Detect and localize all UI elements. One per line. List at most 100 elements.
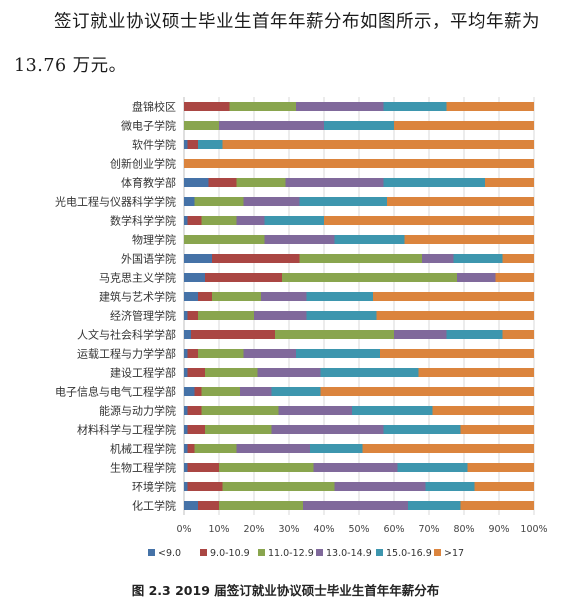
bar-segment	[184, 482, 188, 491]
legend-label: 15.0-16.9	[386, 548, 432, 559]
bar-segment	[285, 178, 384, 187]
chart-bars	[184, 102, 534, 510]
bar-segment	[198, 311, 254, 320]
bar-segment	[187, 406, 202, 415]
bar-segment	[271, 425, 384, 434]
category-label: 物理学院	[132, 233, 176, 247]
bar-segment	[362, 444, 534, 453]
legend-label: 9.0-10.9	[210, 548, 250, 559]
bar-segment	[383, 102, 447, 111]
category-label: 微电子学院	[121, 119, 176, 133]
category-label: 软件学院	[132, 138, 176, 152]
bar-segment	[201, 387, 240, 396]
bar-segment	[184, 102, 230, 111]
bar-segment	[184, 406, 188, 415]
legend-label: <9.0	[158, 548, 181, 559]
bar-segment	[184, 501, 198, 510]
bar-segment	[296, 349, 380, 358]
bar-segment	[184, 235, 265, 244]
bar-segment	[502, 330, 534, 339]
bar-segment	[184, 368, 188, 377]
bar-segment	[194, 387, 202, 396]
category-label: 建设工程学部	[110, 366, 176, 380]
bar-segment	[184, 121, 219, 130]
bar-segment	[453, 254, 503, 263]
bar-segment	[191, 330, 275, 339]
bar-segment	[299, 254, 422, 263]
bar-segment	[205, 368, 258, 377]
bar-segment	[261, 292, 307, 301]
bar-segment	[299, 197, 387, 206]
bar-segment	[184, 178, 209, 187]
bar-segment	[184, 292, 198, 301]
bar-segment	[383, 425, 461, 434]
bar-segment	[236, 216, 265, 225]
category-label: 环境学院	[132, 480, 176, 494]
bar-segment	[219, 501, 303, 510]
bar-segment	[184, 197, 195, 206]
bar-segment	[187, 368, 205, 377]
bar-segment	[296, 102, 384, 111]
legend-swatch	[434, 549, 441, 556]
category-label: 生物工程学院	[110, 461, 176, 475]
bar-segment	[387, 197, 534, 206]
legend-swatch	[376, 549, 383, 556]
bar-segment	[485, 178, 534, 187]
bar-segment	[324, 121, 394, 130]
x-tick-label: 20%	[243, 524, 264, 535]
bar-segment	[187, 349, 198, 358]
bar-segment	[198, 501, 219, 510]
bar-segment	[352, 406, 433, 415]
bar-segment	[264, 235, 335, 244]
x-tick-label: 90%	[488, 524, 509, 535]
x-tick-label: 30%	[278, 524, 299, 535]
bar-segment	[184, 425, 188, 434]
category-label: 材料科学与工程学院	[77, 423, 176, 437]
bar-segment	[303, 501, 408, 510]
category-label: 外国语学院	[121, 252, 176, 266]
bar-segment	[184, 330, 191, 339]
bar-segment	[184, 140, 188, 149]
bar-segment	[194, 197, 244, 206]
x-tick-label: 0%	[176, 524, 191, 535]
legend-swatch	[148, 549, 155, 556]
category-label: 人文与社会科学学部	[77, 328, 176, 342]
x-tick-label: 50%	[348, 524, 369, 535]
bar-segment	[184, 463, 188, 472]
bar-segment	[187, 311, 198, 320]
bar-segment	[310, 444, 363, 453]
summary-line-2: 13.76 万元。	[14, 56, 127, 76]
bar-segment	[432, 406, 534, 415]
category-label: 经济管理学院	[110, 309, 176, 323]
bar-segment	[320, 387, 534, 396]
category-label: 马克思主义学院	[99, 271, 176, 285]
bar-segment	[205, 273, 282, 282]
bar-segment	[184, 159, 534, 168]
bar-segment	[201, 216, 237, 225]
legend-swatch	[200, 549, 207, 556]
bar-segment	[222, 140, 534, 149]
x-tick-label: 100%	[520, 524, 547, 535]
category-label: 盘锦校区	[132, 100, 176, 114]
bar-segment	[446, 330, 503, 339]
category-label: 机械工程学院	[110, 442, 176, 456]
bar-segment	[184, 254, 212, 263]
bar-segment	[383, 178, 485, 187]
bar-segment	[184, 273, 205, 282]
bar-segment	[418, 368, 534, 377]
bar-segment	[376, 311, 534, 320]
figure-caption: 图 2.3 2019 届签订就业协议硕士毕业生首年年薪分布	[131, 583, 440, 598]
category-label: 运载工程与力学学部	[77, 347, 176, 361]
bar-segment	[467, 463, 534, 472]
bar-segment	[240, 387, 272, 396]
bar-segment	[306, 311, 377, 320]
x-tick-label: 70%	[418, 524, 439, 535]
legend-label: 13.0-14.9	[326, 548, 372, 559]
bar-segment	[408, 501, 461, 510]
bar-segment	[275, 330, 394, 339]
bar-segment	[425, 482, 475, 491]
bar-segment	[474, 482, 534, 491]
legend-swatch	[258, 549, 265, 556]
bar-segment	[184, 444, 188, 453]
bar-segment	[457, 273, 496, 282]
